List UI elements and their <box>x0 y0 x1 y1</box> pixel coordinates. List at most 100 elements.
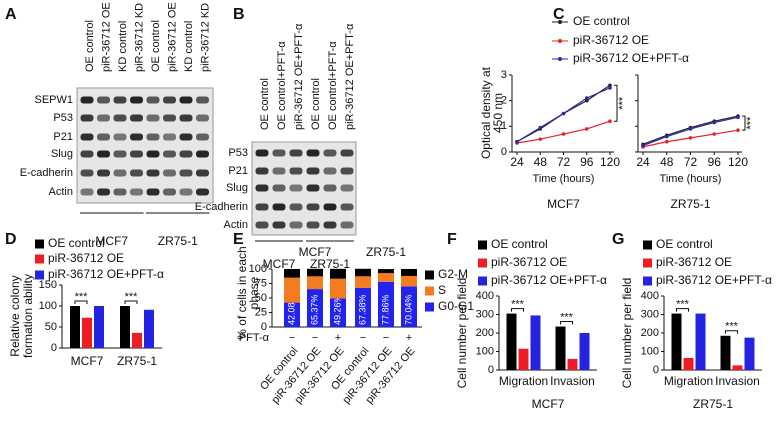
value-label: 77.86% <box>380 294 390 325</box>
group-label: ZR75-1 <box>310 257 350 271</box>
x-tick-label: Invasion <box>715 374 760 388</box>
significance-label: *** <box>676 298 690 310</box>
blot-band <box>113 188 127 196</box>
y-tick-label: 0 <box>501 146 507 158</box>
group-title: ZR75-1 <box>366 245 406 259</box>
value-label: 70.04% <box>403 294 413 325</box>
protein-label: P21 <box>53 131 73 143</box>
bar-segment <box>401 286 417 327</box>
blot-band <box>179 188 193 196</box>
x-tick-label: 24 <box>510 155 524 169</box>
legend-swatch <box>425 286 434 296</box>
series-marker <box>561 111 566 116</box>
bar-segment <box>355 276 371 288</box>
bar-segment <box>355 268 371 277</box>
series-marker <box>688 127 693 131</box>
bar-segment <box>355 287 371 327</box>
y-tick-label: 50 <box>45 321 57 333</box>
group-label: MCF7 <box>95 234 128 248</box>
x-tick-label: MCF7 <box>71 354 104 368</box>
blot-band <box>130 188 143 196</box>
blot-band <box>306 167 320 175</box>
legend-swatch <box>35 270 44 280</box>
blot-band <box>323 203 337 211</box>
pft-sign: + <box>406 332 412 344</box>
legend-label: piR-36712 OE <box>573 33 649 47</box>
y-tick-label: 50 <box>255 292 267 304</box>
y-tick-label: 100 <box>476 345 494 357</box>
y-axis-label: phase <box>247 276 261 309</box>
x-tick-label: 48 <box>660 155 674 169</box>
y-axis-label: % of cells in each <box>235 246 249 339</box>
blot-band <box>163 150 176 158</box>
y-axis-label: Cell number per field <box>620 278 634 389</box>
significance-bracket <box>742 115 746 131</box>
bar-segment <box>284 268 300 278</box>
bar <box>579 333 590 370</box>
protein-label: Slug <box>226 182 248 194</box>
panel-label: F <box>447 231 457 248</box>
blot-band <box>146 169 160 177</box>
blot-band <box>163 114 176 122</box>
blot-band <box>289 149 303 157</box>
blot-band <box>80 150 94 158</box>
significance-bracket <box>511 308 524 312</box>
y-axis-label: Optical density at <box>479 66 493 159</box>
protein-label: Slug <box>51 148 73 160</box>
series-marker <box>608 86 612 90</box>
blot-band <box>146 188 160 196</box>
bar-segment <box>330 298 346 327</box>
legend-label: piR-36712 OE+PFT-α <box>656 273 772 287</box>
pft-sign: − <box>383 332 389 344</box>
blot-band <box>323 167 337 175</box>
legend-swatch <box>643 240 652 250</box>
panel-label: C <box>553 6 565 23</box>
blot-band <box>255 167 269 175</box>
legend-marker <box>558 20 562 24</box>
series-marker <box>664 139 669 144</box>
x-tick-label: ZR75-1 <box>117 354 157 368</box>
subplot-title: ZR75-1 <box>670 197 710 211</box>
y-tick-label: 100 <box>39 300 57 312</box>
blot-band <box>179 133 193 141</box>
legend-label: OE control <box>48 236 105 250</box>
bar-segment <box>307 289 323 327</box>
significance-bracket <box>676 308 689 312</box>
lane-label: OE control+PFT-α <box>327 41 339 130</box>
blot-band <box>340 203 354 211</box>
blot-band <box>255 221 269 229</box>
legend-label: G2-M <box>438 267 468 281</box>
blot-band <box>179 96 193 104</box>
bar <box>567 358 578 370</box>
y-tick-label: 3 <box>501 69 507 81</box>
protein-label: E-cadherin <box>195 201 248 213</box>
blot-band <box>196 114 209 122</box>
legend-swatch <box>643 258 652 268</box>
blot-band <box>196 96 209 104</box>
y-tick-label: 1 <box>501 120 507 132</box>
lane-label: OE control <box>259 78 271 130</box>
bar-segment <box>330 278 346 299</box>
blot-band <box>130 114 143 122</box>
series-marker <box>641 143 645 148</box>
blot-band <box>80 96 94 104</box>
panel-label: D <box>5 231 17 248</box>
legend-label: piR-36712 OE <box>656 255 732 269</box>
blot-band <box>272 149 286 157</box>
blot-band <box>163 188 176 196</box>
blot-band <box>306 203 320 211</box>
x-tick-label: 96 <box>580 155 594 169</box>
significance-bracket <box>614 84 618 122</box>
legend-swatch <box>425 270 434 280</box>
legend-label: piR-36712 OE+PFT-α <box>573 51 689 65</box>
bar <box>683 357 694 370</box>
lane-label: KD control <box>117 21 129 72</box>
bar <box>530 315 541 370</box>
value-label: 65.37% <box>309 294 319 325</box>
blot-band <box>113 96 127 104</box>
bar-segment <box>401 275 417 287</box>
series-marker <box>736 128 740 132</box>
x-tick-label: Migration <box>664 374 713 388</box>
blot-band <box>196 188 209 196</box>
